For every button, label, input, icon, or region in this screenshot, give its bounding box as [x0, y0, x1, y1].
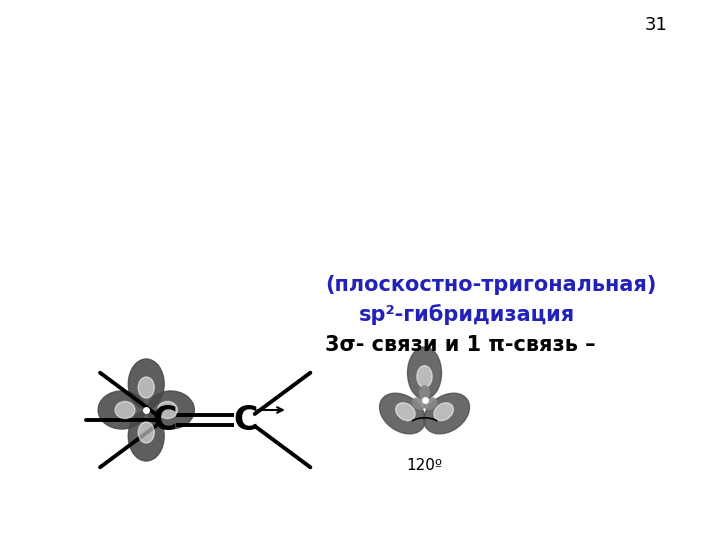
- Ellipse shape: [138, 422, 154, 443]
- Ellipse shape: [424, 398, 436, 409]
- Ellipse shape: [424, 393, 469, 434]
- Ellipse shape: [98, 391, 145, 429]
- Ellipse shape: [158, 401, 177, 418]
- Ellipse shape: [417, 366, 432, 388]
- Ellipse shape: [379, 393, 426, 434]
- Text: 120º: 120º: [407, 458, 443, 473]
- Text: C: C: [153, 403, 177, 436]
- Ellipse shape: [420, 386, 429, 400]
- Text: 3σ- связи и 1 π-связь –: 3σ- связи и 1 π-связь –: [325, 335, 596, 355]
- Ellipse shape: [434, 403, 454, 421]
- Ellipse shape: [147, 391, 194, 429]
- Ellipse shape: [408, 347, 441, 399]
- Ellipse shape: [128, 411, 164, 461]
- Ellipse shape: [396, 403, 415, 421]
- Text: C: C: [233, 403, 258, 436]
- Ellipse shape: [128, 359, 164, 409]
- Ellipse shape: [413, 398, 425, 409]
- Text: sp²-гибридизация: sp²-гибридизация: [359, 305, 575, 326]
- Text: (плоскостно-тригональная): (плоскостно-тригональная): [325, 275, 657, 295]
- Ellipse shape: [138, 377, 154, 398]
- Ellipse shape: [115, 401, 135, 418]
- Text: 31: 31: [644, 16, 667, 34]
